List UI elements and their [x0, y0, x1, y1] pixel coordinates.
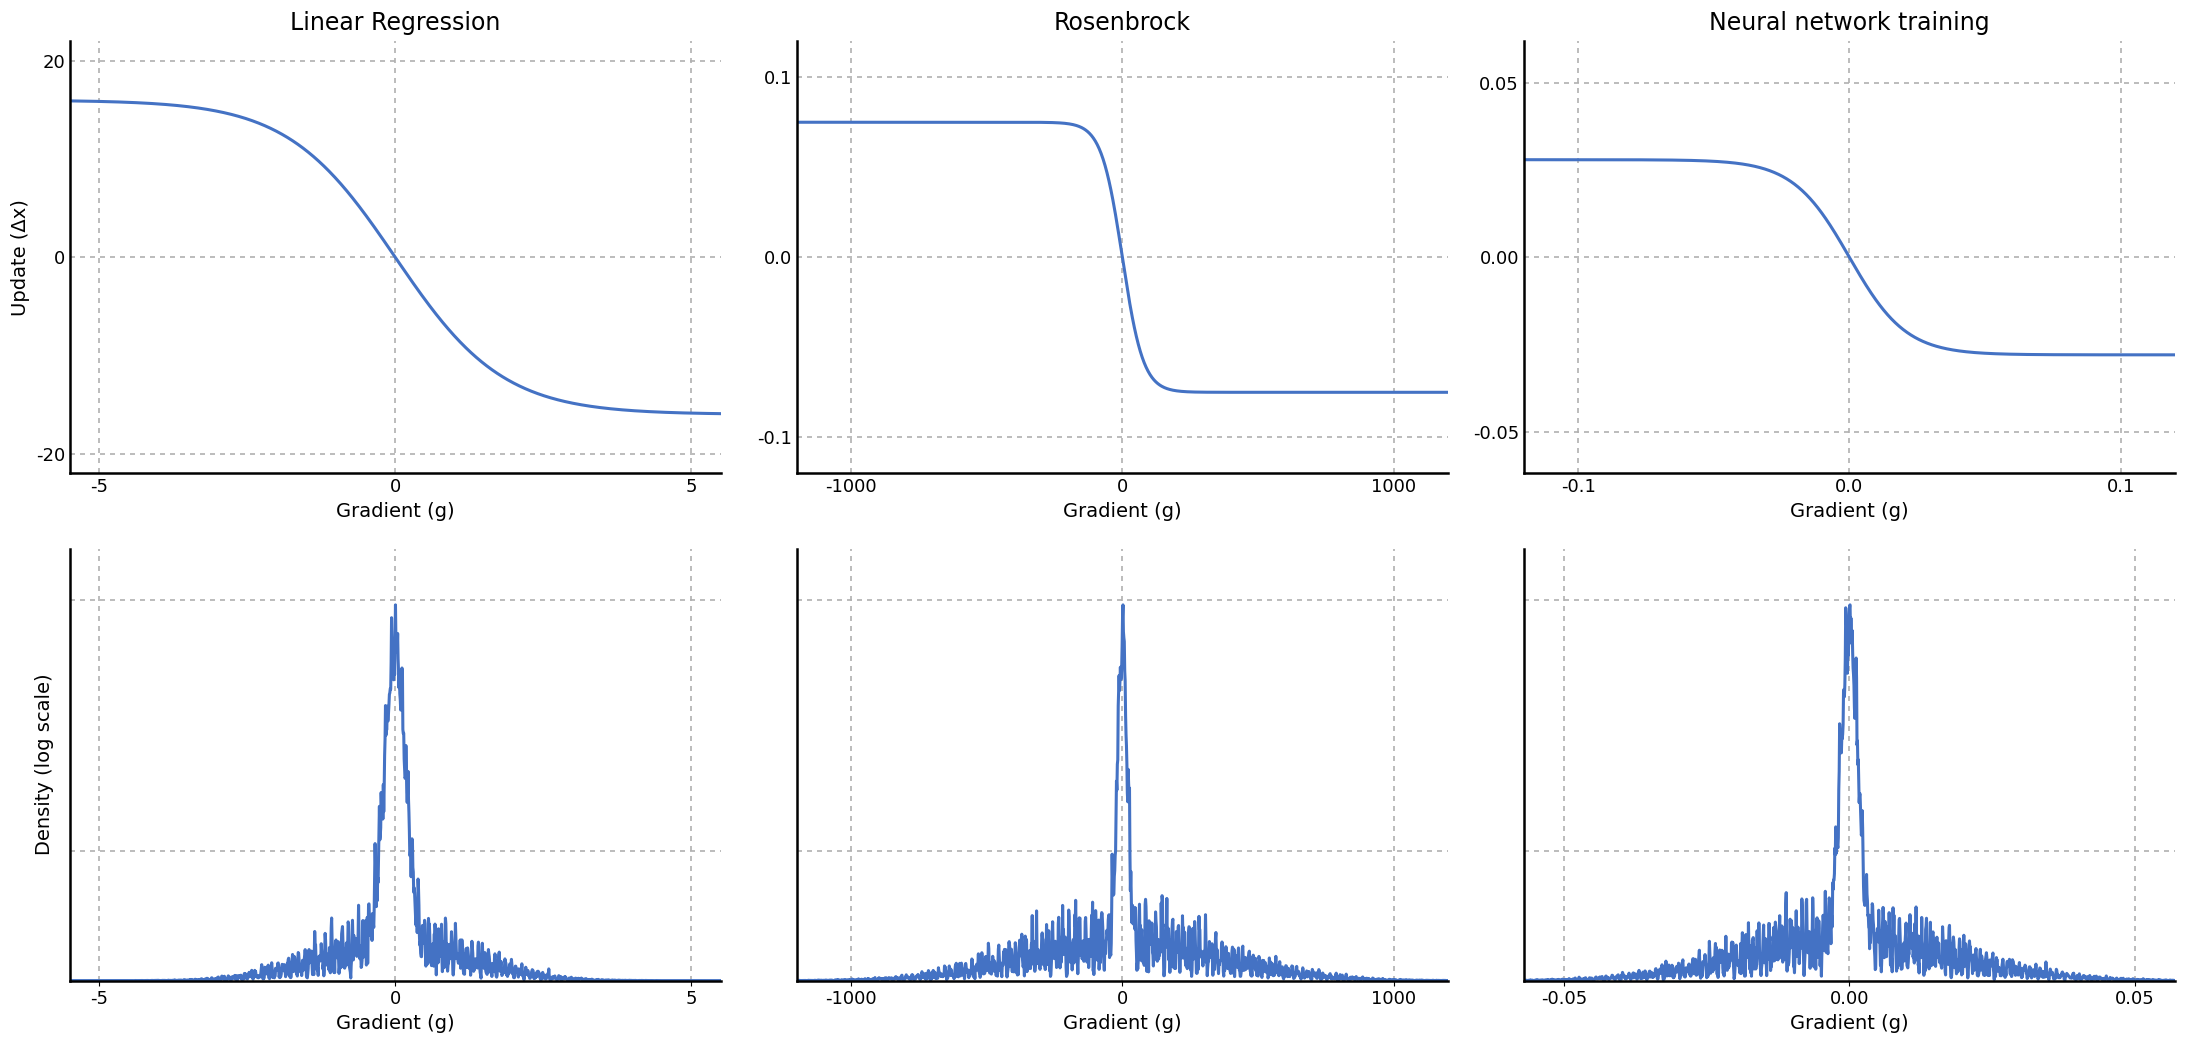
X-axis label: Gradient (g): Gradient (g)	[337, 502, 455, 521]
X-axis label: Gradient (g): Gradient (g)	[1790, 502, 1908, 521]
Y-axis label: Update (Δx): Update (Δx)	[11, 198, 31, 315]
Y-axis label: Density (log scale): Density (log scale)	[35, 673, 55, 855]
X-axis label: Gradient (g): Gradient (g)	[1062, 1014, 1183, 1033]
X-axis label: Gradient (g): Gradient (g)	[337, 1014, 455, 1033]
X-axis label: Gradient (g): Gradient (g)	[1790, 1014, 1908, 1033]
X-axis label: Gradient (g): Gradient (g)	[1062, 502, 1183, 521]
Title: Neural network training: Neural network training	[1709, 11, 1989, 35]
Title: Rosenbrock: Rosenbrock	[1054, 11, 1191, 35]
Title: Linear Regression: Linear Regression	[291, 11, 501, 35]
